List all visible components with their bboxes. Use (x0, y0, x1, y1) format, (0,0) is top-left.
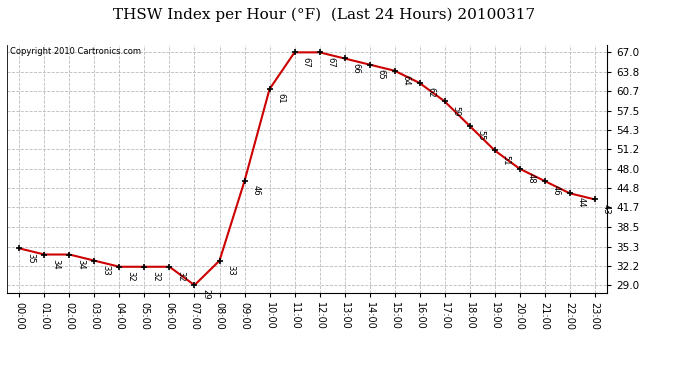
Text: 33: 33 (101, 265, 110, 276)
Text: 65: 65 (377, 69, 386, 80)
Text: 62: 62 (426, 87, 435, 98)
Text: 61: 61 (277, 93, 286, 104)
Text: 59: 59 (451, 105, 460, 116)
Text: 51: 51 (502, 154, 511, 165)
Text: 32: 32 (126, 271, 135, 282)
Text: 35: 35 (26, 252, 35, 263)
Text: 32: 32 (151, 271, 160, 282)
Text: 64: 64 (402, 75, 411, 86)
Text: 43: 43 (602, 204, 611, 214)
Text: 33: 33 (226, 265, 235, 276)
Text: 46: 46 (551, 185, 560, 196)
Text: 44: 44 (577, 197, 586, 208)
Text: 32: 32 (177, 271, 186, 282)
Text: Copyright 2010 Cartronics.com: Copyright 2010 Cartronics.com (10, 48, 141, 57)
Text: 34: 34 (51, 259, 60, 269)
Text: 46: 46 (251, 185, 260, 196)
Text: 48: 48 (526, 173, 535, 183)
Text: 67: 67 (326, 57, 335, 67)
Text: 29: 29 (201, 290, 210, 300)
Text: 66: 66 (351, 63, 360, 74)
Text: 67: 67 (302, 57, 310, 67)
Text: 34: 34 (77, 259, 86, 269)
Text: THSW Index per Hour (°F)  (Last 24 Hours) 20100317: THSW Index per Hour (°F) (Last 24 Hours)… (113, 8, 535, 22)
Text: 55: 55 (477, 130, 486, 141)
